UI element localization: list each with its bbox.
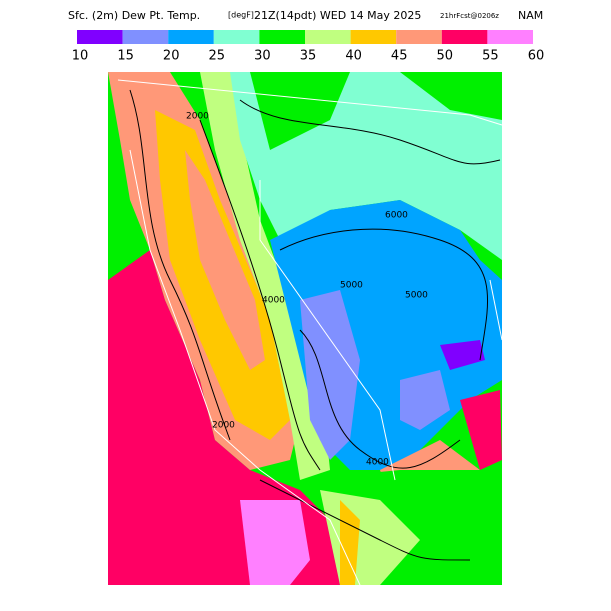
field-region <box>460 390 502 470</box>
contour-label: 4000 <box>262 296 285 306</box>
colorbar-label: 45 <box>391 49 408 64</box>
field-region <box>250 72 350 150</box>
colorbar-box <box>305 30 351 44</box>
contour <box>299 329 461 469</box>
contour-label: 2000 <box>212 421 235 431</box>
colorbar-label: 60 <box>528 49 545 64</box>
colorbar-box <box>396 30 442 44</box>
colorbar-label: 20 <box>163 49 180 64</box>
contour-label: 5000 <box>405 291 428 301</box>
field-region <box>440 340 485 370</box>
field-region <box>300 290 360 460</box>
contour-label: 2000 <box>186 112 209 122</box>
contour <box>259 479 471 561</box>
forecast-time: 21hrFcst@0206z <box>440 12 499 20</box>
colorbar-label: 35 <box>300 49 317 64</box>
colorbar-box <box>213 30 260 44</box>
field-region <box>185 150 265 370</box>
colorbar: 10 15 20 25 30 35 40 45 50 55 60 <box>72 30 545 64</box>
contour-label: 5000 <box>340 281 363 291</box>
state-border <box>259 180 396 481</box>
colorbar-label: 30 <box>254 49 271 64</box>
field-region <box>400 370 450 430</box>
contour <box>279 228 489 361</box>
field-region <box>340 500 360 585</box>
colorbar-label: 50 <box>437 49 454 64</box>
colorbar-label: 15 <box>117 49 134 64</box>
title: Sfc. (2m) Dew Pt. Temp. <box>68 9 200 22</box>
colorbar-box <box>441 30 488 44</box>
contour <box>199 119 321 471</box>
state-border <box>489 279 503 341</box>
contour <box>129 89 231 441</box>
colorbar-box <box>350 30 397 44</box>
colorbar-box <box>259 30 305 44</box>
valid-time: 21Z(14pdt) WED 14 May 2025 <box>254 9 421 22</box>
state-border <box>129 149 361 586</box>
colorbar-label: 10 <box>72 49 89 64</box>
field-region <box>400 72 502 120</box>
field-region <box>200 72 330 480</box>
units: [degF] <box>228 11 254 20</box>
field-region <box>240 500 310 585</box>
colorbar-label: 40 <box>345 49 362 64</box>
contour-label: 6000 <box>385 211 408 221</box>
state-border <box>117 79 503 126</box>
colorbar-box <box>77 30 123 44</box>
contour <box>239 99 501 165</box>
map: 2000 4000 6000 5000 5000 4000 2000 <box>108 72 503 586</box>
contour-label: 4000 <box>366 458 389 468</box>
colorbar-box <box>122 30 169 44</box>
colorbar-label: 55 <box>482 49 499 64</box>
colorbar-box <box>168 30 214 44</box>
colorbar-label: 25 <box>209 49 226 64</box>
model: NAM <box>518 9 543 22</box>
colorbar-box <box>487 30 533 44</box>
